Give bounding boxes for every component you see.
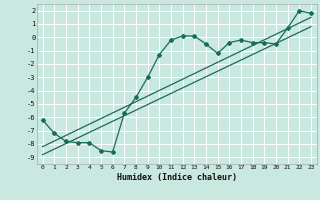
X-axis label: Humidex (Indice chaleur): Humidex (Indice chaleur) (117, 173, 237, 182)
